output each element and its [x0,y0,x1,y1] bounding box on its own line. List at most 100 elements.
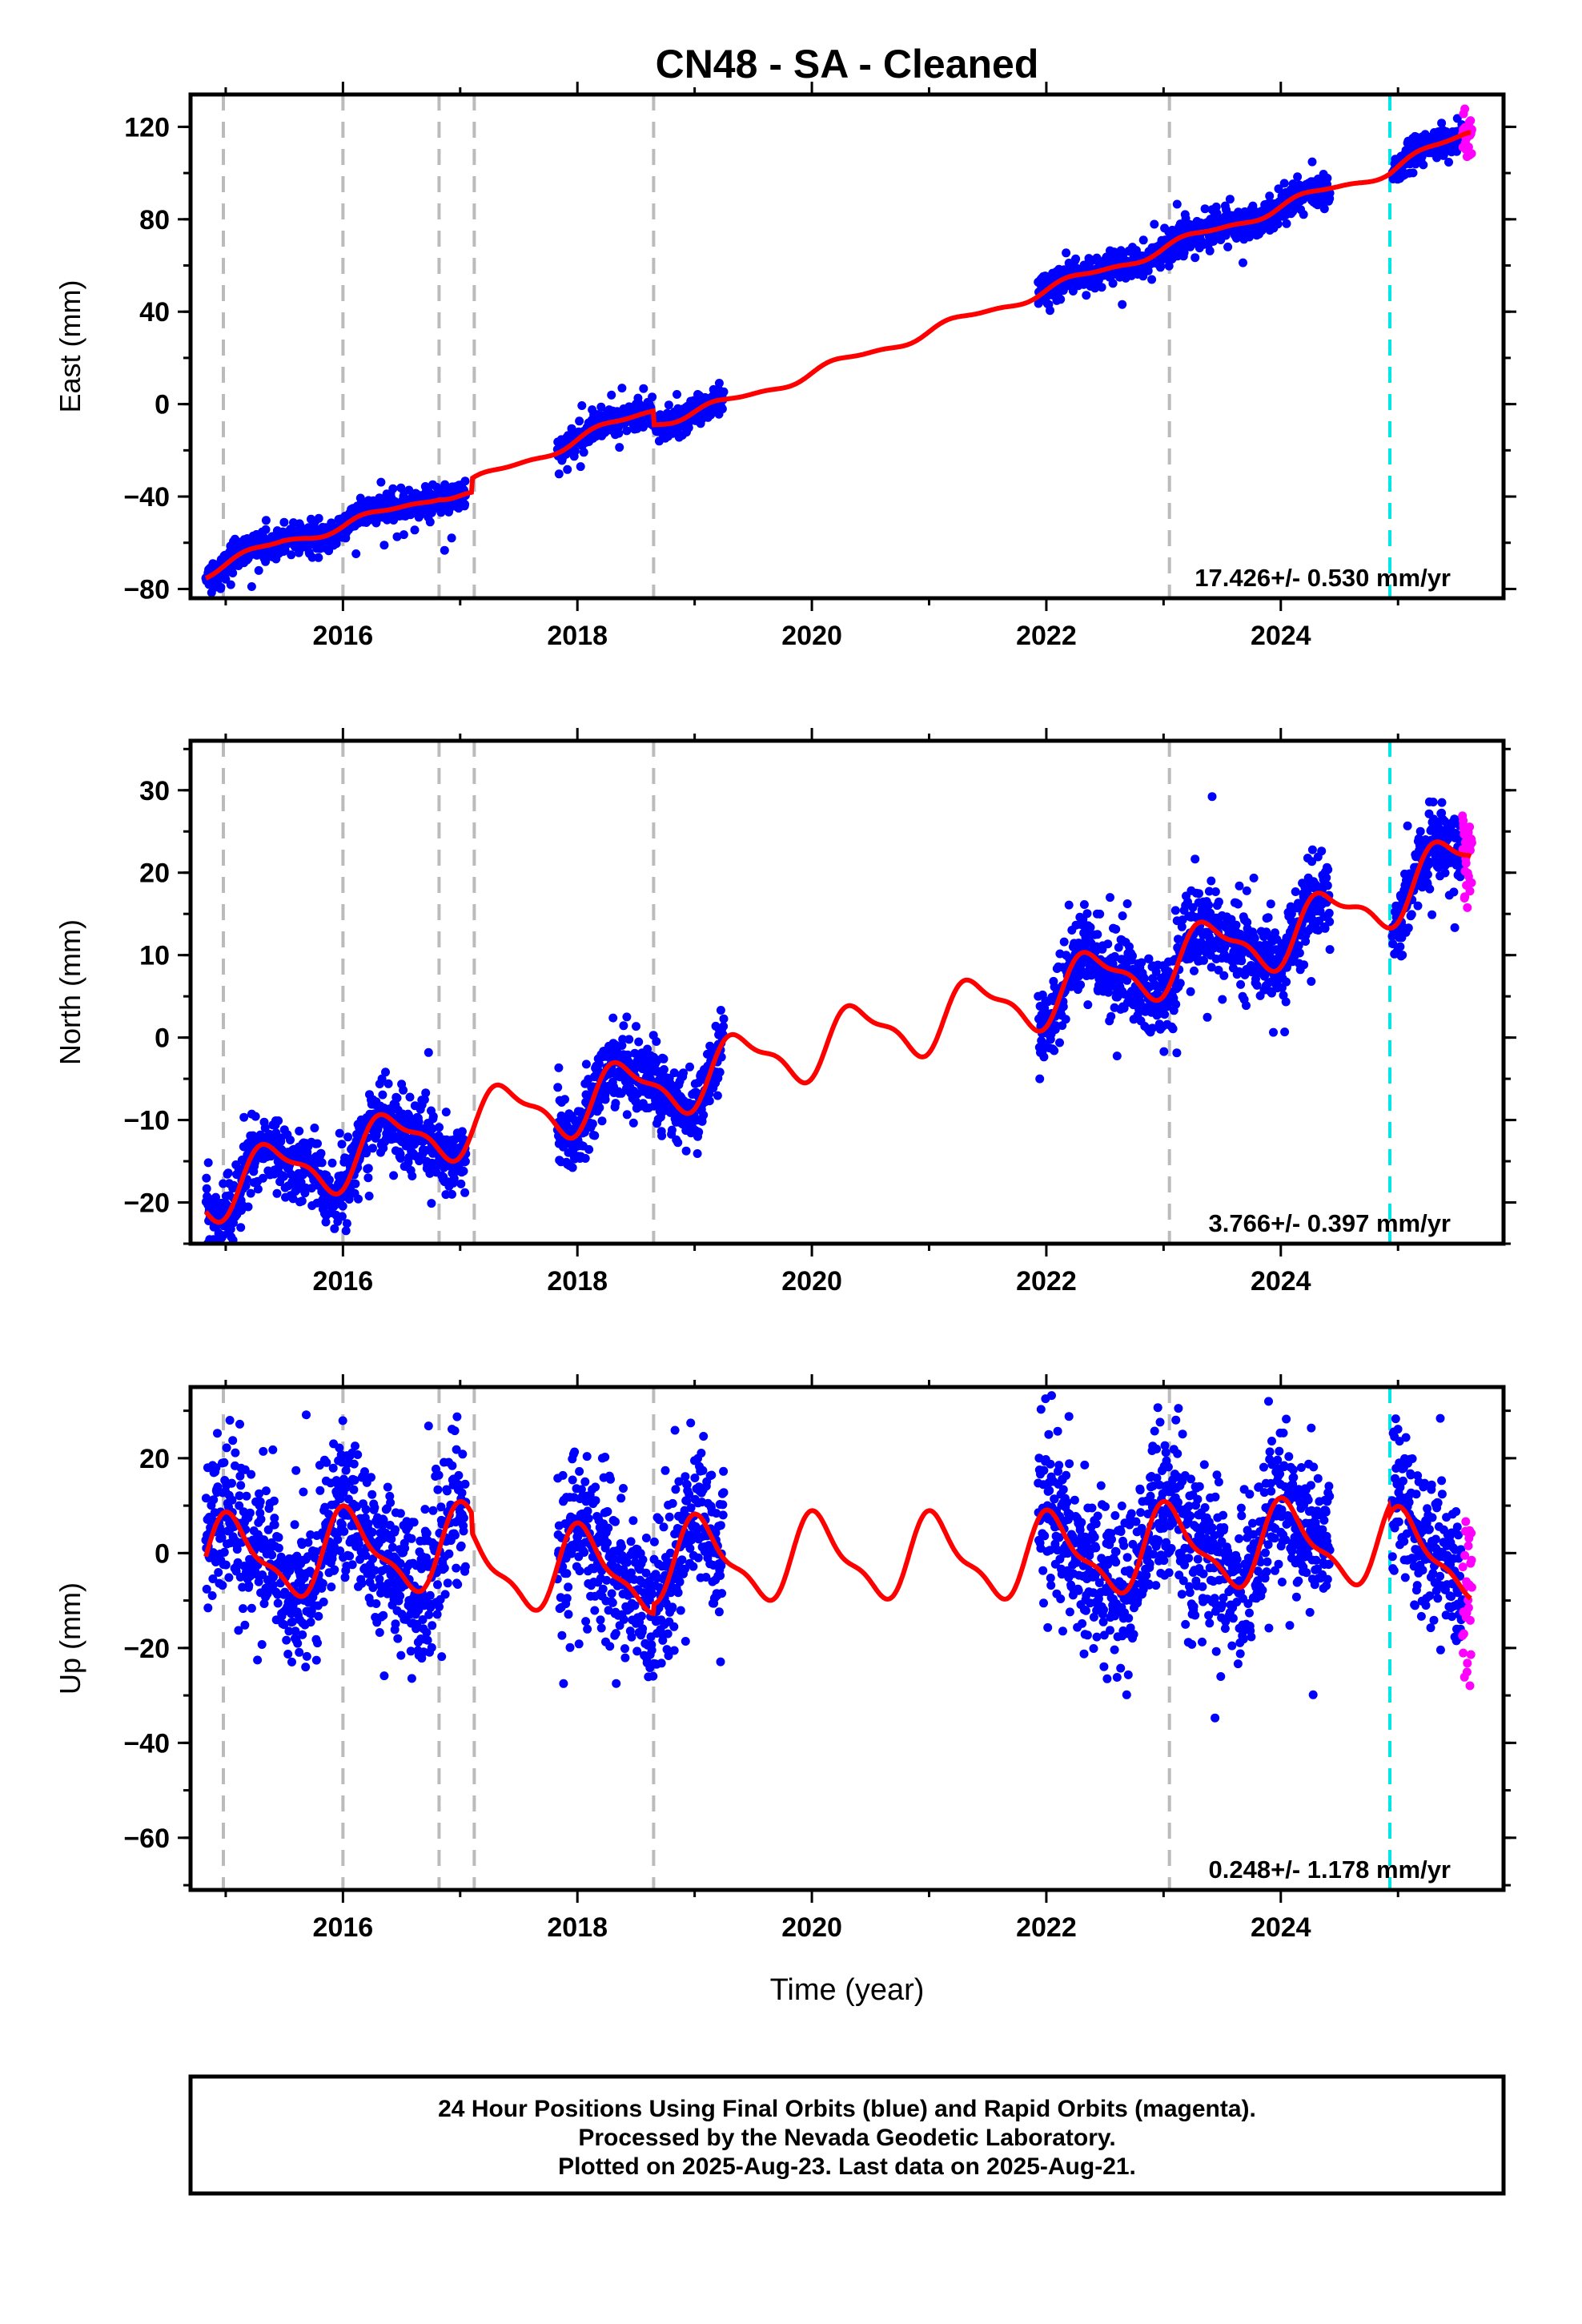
north-final-point [1242,886,1251,895]
east-y-tick-label: 0 [155,390,170,420]
east-final-point [570,446,580,456]
north-final-point [424,1047,433,1057]
north-final-point [1323,881,1332,891]
east-final-point [1156,261,1166,271]
east-final-point [376,477,386,487]
north-final-point [459,1166,468,1176]
east-final-point [1307,157,1317,167]
north-final-point [719,1014,729,1023]
north-final-point [665,1079,675,1088]
north-final-point [1299,960,1309,970]
east-final-point [664,400,673,410]
east-y-tick-label: 40 [139,297,170,328]
east-x-tick-label: 2022 [1016,621,1077,651]
east-final-point [615,443,624,452]
north-final-point [713,1091,722,1100]
up-final-point [236,1481,246,1490]
north-final-point [1415,826,1425,836]
up-final-point [207,1591,217,1600]
east-final-point [596,402,606,412]
north-final-point [1035,1074,1045,1084]
up-final-point [203,1603,213,1613]
north-final-point [1076,980,1086,990]
east-final-point [392,532,402,541]
north-final-point [1403,923,1413,933]
up-final-point [274,1533,283,1542]
north-final-point [659,1065,669,1074]
north-final-point [295,1126,304,1136]
north-rapid-point [1465,822,1475,832]
east-final-point [648,392,657,402]
north-final-point [421,1146,431,1155]
north-final-point [1266,899,1275,909]
north-final-point [1423,870,1432,879]
north-final-point [1214,897,1223,907]
east-final-point [1273,219,1283,229]
north-final-point [1103,939,1113,949]
up-final-point [247,1603,256,1613]
north-final-point [632,1022,640,1031]
north-final-point [1159,1047,1169,1056]
east-final-point [1143,266,1153,275]
north-final-point [335,1128,344,1138]
north-final-point [1307,977,1316,986]
north-final-point [368,1144,377,1153]
east-final-point [579,448,588,457]
north-final-point [1440,868,1450,878]
east-final-point [1082,291,1091,300]
east-rapid-point [1466,116,1476,126]
north-final-point [657,1131,667,1140]
north-final-point [362,1148,371,1158]
east-final-point [247,582,256,591]
north-final-point [344,1195,354,1204]
north-final-point [1083,1000,1093,1010]
east-final-point [399,530,408,540]
east-final-point [1097,283,1106,292]
north-final-point [307,1184,316,1193]
east-final-point [617,384,627,393]
east-final-point [1225,195,1235,204]
up-final-point [261,1486,271,1496]
north-final-point [243,1202,253,1212]
up-final-point [253,1655,263,1665]
north-final-point [1064,900,1074,910]
north-final-point [595,1103,604,1112]
east-final-point [673,390,681,399]
north-final-point [1450,923,1460,932]
north-final-point [408,1172,417,1180]
east-final-point [327,518,336,528]
east-final-point [1274,184,1283,194]
east-rapid-point [1467,149,1476,159]
north-final-point [457,1127,467,1136]
north-final-point [1106,1011,1116,1021]
east-final-point [261,516,271,525]
north-final-point [381,1068,390,1077]
north-final-point [1059,937,1069,947]
north-final-point [1398,951,1407,960]
north-final-point [1428,798,1438,806]
north-final-point [299,1170,307,1180]
east-final-point [614,428,624,438]
north-final-point [456,1179,466,1188]
north-final-point [1211,887,1220,896]
north-final-point [1242,1001,1251,1011]
north-final-point [681,1146,691,1156]
east-final-point [639,384,648,393]
north-final-point [1323,865,1333,875]
north-final-point [1061,1015,1070,1024]
east-final-point [1265,191,1275,201]
north-final-point [705,1096,714,1106]
east-final-point [279,517,289,527]
north-final-point [659,1054,669,1063]
north-final-point [337,1212,347,1221]
north-rapid-point [1461,858,1471,868]
up-final-point [231,1448,240,1458]
north-final-point [694,1128,704,1137]
east-final-point [1444,158,1453,167]
east-final-point [576,462,585,472]
north-x-tick-label: 2022 [1016,1266,1077,1297]
up-final-point [259,1446,268,1456]
east-final-point [1299,210,1308,219]
north-final-point [1280,1027,1290,1037]
north-final-point [608,1013,618,1023]
